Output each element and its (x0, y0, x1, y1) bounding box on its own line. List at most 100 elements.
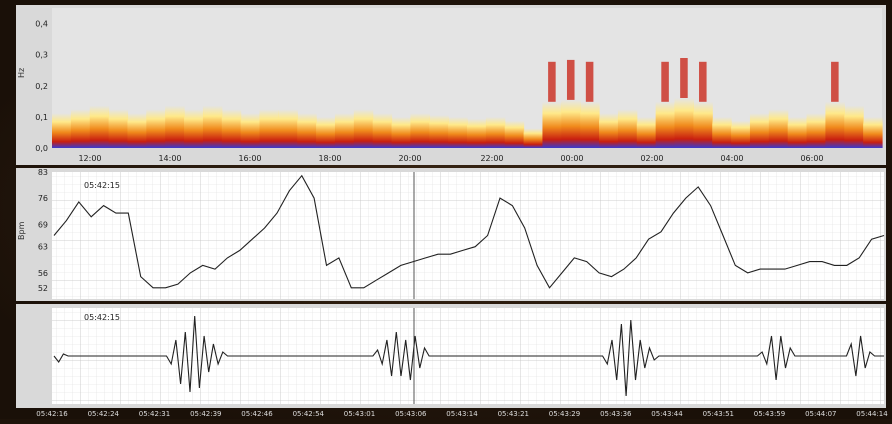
spectrogram-band (165, 105, 185, 148)
spectrogram-y-tick: 0,1 (35, 113, 48, 122)
spectrogram-x-tick: 20:00 (398, 154, 421, 163)
respiration-x-tick: 05:42:39 (190, 410, 221, 418)
heart-rate-timestamp: 05:42:15 (84, 181, 120, 190)
spectrogram-spike (548, 61, 556, 102)
spectrogram-band (297, 113, 317, 148)
respiration-series-line (53, 315, 884, 397)
spectrogram-x-tick: 16:00 (238, 154, 261, 163)
spectrogram-x-tick: 02:00 (640, 154, 663, 163)
spectrogram-spike (661, 61, 669, 102)
spectrogram-band (278, 109, 298, 148)
respiration-x-tick: 05:42:31 (139, 410, 170, 418)
spectrogram-band (561, 99, 581, 148)
spectrogram-band (580, 101, 600, 148)
spectrogram-spike (680, 58, 688, 98)
spectrogram-x-tick: 06:00 (800, 154, 823, 163)
heart-rate-y-tick: 56 (38, 269, 48, 278)
spectrogram-band (674, 98, 694, 148)
heart-rate-y-tick: 69 (38, 220, 48, 229)
spectrogram-band (89, 105, 110, 148)
heart-rate-y-tick: 76 (38, 194, 48, 203)
spectrogram-band (542, 101, 562, 148)
respiration-x-tick: 05:42:54 (293, 410, 325, 418)
spectrogram-band (768, 109, 789, 148)
spectrogram-band (504, 120, 525, 148)
spectrogram-band (787, 117, 808, 148)
respiration-timestamp: 05:42:15 (84, 313, 120, 322)
spectrogram-band (410, 113, 430, 148)
spectrogram-band (693, 101, 713, 148)
spectrogram-spike (566, 59, 575, 100)
spectrogram-band (108, 109, 129, 148)
respiration-x-tick: 05:43:59 (754, 410, 785, 418)
spectrogram-band (353, 109, 374, 148)
spectrogram-band (391, 117, 412, 148)
spectrogram-band (599, 113, 619, 148)
spectrogram-band (127, 113, 147, 148)
spectrogram-band (221, 109, 242, 148)
heart-rate-panel: 83 76 69 63 56 52 Bpm 05:42:15 (16, 168, 886, 301)
spectrogram-spike (585, 61, 594, 102)
spectrogram-band (316, 117, 336, 148)
spectrogram-band (806, 113, 827, 148)
spectrogram-band (485, 117, 506, 148)
spectrogram-spike (699, 61, 707, 102)
spectrogram-x-tick: 22:00 (480, 154, 503, 163)
respiration-x-tick: 05:43:01 (344, 410, 375, 418)
heart-rate-y-tick: 52 (38, 284, 48, 293)
spectrogram-x-tick: 14:00 (158, 154, 181, 163)
respiration-x-tick: 05:44:14 (856, 410, 888, 418)
respiration-x-tick: 05:42:46 (241, 410, 273, 418)
spectrogram-band (334, 113, 355, 148)
spectrogram-y-tick: 0,2 (35, 82, 48, 91)
spectrogram-band (259, 109, 279, 148)
spectrogram-band (844, 105, 864, 148)
respiration-x-tick: 05:43:36 (600, 410, 632, 418)
respiration-x-tick: 05:43:14 (446, 410, 478, 418)
respiration-x-tick: 05:43:06 (395, 410, 427, 418)
spectrogram-band (617, 109, 638, 148)
spectrogram-band (240, 113, 261, 148)
spectrogram-y-tick: 0,3 (35, 51, 48, 60)
respiration-x-tick: 05:43:44 (651, 410, 683, 418)
spectrogram-band (467, 118, 487, 148)
respiration-x-tick: 05:42:24 (88, 410, 120, 418)
spectrogram-band (184, 109, 204, 148)
respiration-x-tick: 05:43:29 (549, 410, 580, 418)
heart-rate-series-line (53, 174, 885, 289)
spectrogram-y-tick: 0,0 (35, 144, 48, 153)
respiration-x-tick: 05:43:51 (703, 410, 734, 418)
spectrogram-x-tick: 00:00 (560, 154, 583, 163)
spectrogram-band (655, 101, 676, 148)
spectrogram-band (749, 113, 770, 148)
spectrogram-band (523, 128, 544, 148)
spectrogram-band (429, 115, 449, 148)
spectrogram-panel: 0,4 0,3 0,2 0,1 0,0 12:00 14:00 16:00 18:00 20:0… (16, 5, 886, 165)
spectrogram-band (712, 117, 732, 148)
respiration-x-tick: 05:42:16 (36, 410, 68, 418)
spectrogram-band (825, 101, 845, 148)
respiration-x-tick: 05:44:07 (805, 410, 836, 418)
spectrogram-x-tick: 18:00 (318, 154, 341, 163)
heart-rate-y-tick: 83 (38, 168, 48, 177)
spectrogram-x-tick: 04:00 (720, 154, 743, 163)
spectrogram-band (448, 117, 468, 148)
heart-rate-y-axis-label: Bpm (17, 221, 26, 240)
respiration-panel: 05:42:15 05:42:16 05:42:24 05:42:31 05:42:3… (16, 304, 888, 418)
spectrogram-band (636, 117, 657, 148)
spectrogram-band (372, 113, 393, 148)
spectrogram-band (202, 105, 223, 148)
heart-rate-grid (52, 172, 884, 299)
spectrogram-spike (831, 61, 839, 102)
respiration-x-tick: 05:43:21 (498, 410, 529, 418)
spectrogram-y-tick: 0,4 (35, 20, 48, 29)
spectrogram-band (52, 113, 72, 148)
spectrogram-band (731, 120, 751, 148)
spectrogram-band (70, 109, 91, 148)
spectrogram-band (146, 109, 166, 148)
spectrogram-x-tick: 12:00 (78, 154, 101, 163)
heart-rate-y-tick: 63 (38, 243, 48, 252)
spectrogram-band (863, 117, 883, 148)
